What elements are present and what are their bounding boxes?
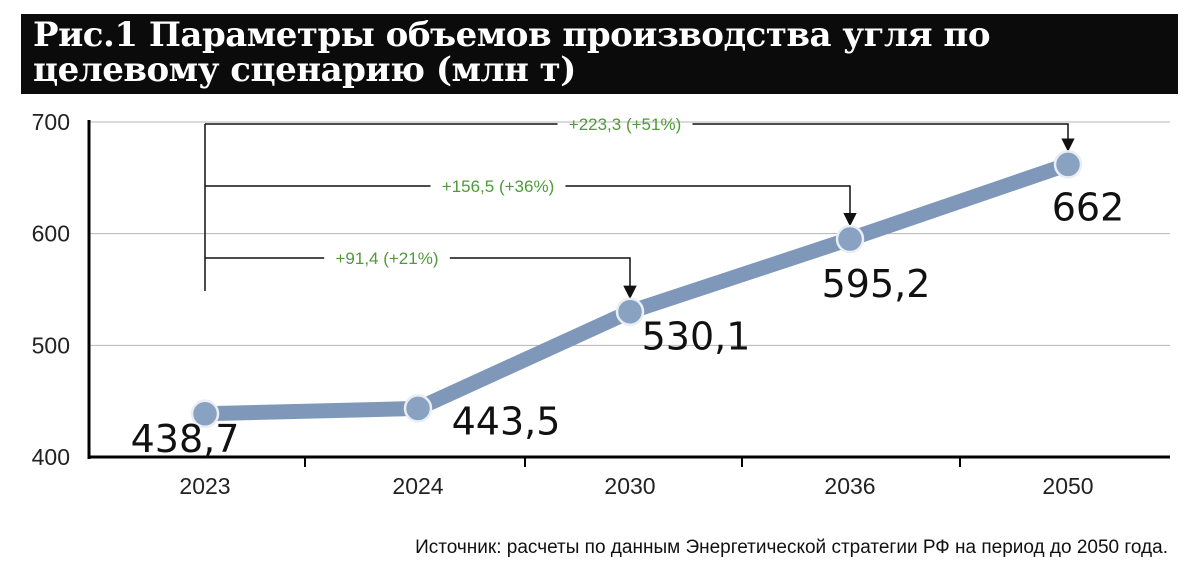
y-tick-label-700: 700 <box>32 109 70 135</box>
x-tick-label-2024: 2024 <box>392 473 443 499</box>
chart-title: Рис.1 Параметры объемов производства угл… <box>33 15 991 90</box>
x-tick-label-2050: 2050 <box>1042 473 1093 499</box>
annotation-arrow-1 <box>565 185 857 227</box>
value-label-2036: 595,2 <box>822 262 931 306</box>
value-label-2030: 530,1 <box>642 315 751 359</box>
y-tick-label-400: 400 <box>32 444 70 470</box>
data-point-2023 <box>190 399 220 429</box>
annotation-label-0: +91,4 (+21%) <box>335 249 438 268</box>
data-point-2024 <box>403 394 433 423</box>
annotation-arrow-2 <box>692 123 1075 152</box>
y-tick-label-500: 500 <box>32 332 70 358</box>
source-note: Источник: расчеты по данным Энергетическ… <box>415 537 1168 558</box>
data-point-2036 <box>835 224 865 254</box>
y-tick-label-600: 600 <box>32 221 70 247</box>
data-point-2050 <box>1053 150 1083 179</box>
title-bar: Рис.1 Параметры объемов производства угл… <box>21 14 1178 94</box>
value-label-2023: 438,7 <box>131 417 240 461</box>
x-tick-label-2030: 2030 <box>604 473 655 499</box>
annotation-label-1: +156,5 (+36%) <box>442 177 554 196</box>
x-tick-label-2023: 2023 <box>179 473 230 499</box>
x-tick-label-2036: 2036 <box>824 473 875 499</box>
annotation-label-2: +223,3 (+51%) <box>569 115 681 134</box>
series-line <box>197 156 1076 422</box>
annotation-arrow-0 <box>449 257 637 300</box>
data-point-2030 <box>615 297 645 326</box>
value-label-2024: 443,5 <box>452 399 561 443</box>
value-label-2050: 662 <box>1052 185 1125 229</box>
